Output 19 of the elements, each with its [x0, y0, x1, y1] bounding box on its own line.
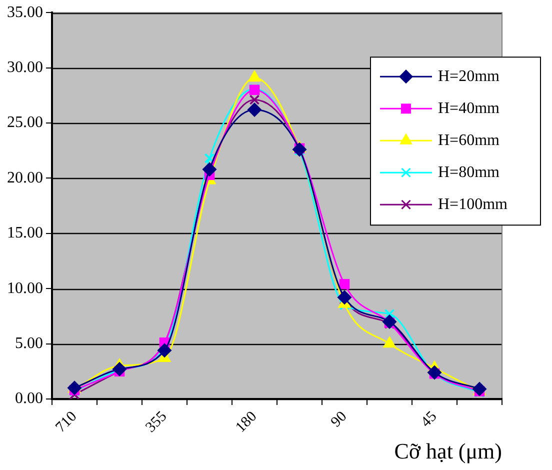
legend-label: H=80mm [438, 164, 500, 181]
y-tick-label: 0.00 [15, 390, 43, 408]
y-tick-label: 20.00 [7, 169, 43, 186]
x-tick-label: 45 [418, 408, 440, 431]
y-tick-label: 15.00 [7, 224, 43, 242]
y-tick-label: 25.00 [7, 114, 43, 132]
legend-label: H=20mm [438, 68, 500, 85]
legend-label: H=40mm [438, 100, 500, 117]
y-tick-label: 5.00 [15, 334, 43, 352]
y-tick-label: 30.00 [7, 59, 43, 76]
y-tick-label: 10.00 [7, 280, 43, 297]
legend-label: H=60mm [438, 132, 500, 149]
legend-label: H=100mm [438, 196, 508, 213]
x-tick-label: 90 [328, 408, 350, 431]
x-tick-label: 355 [142, 408, 170, 436]
x-axis-title: Cỡ hạt (μm) [394, 438, 502, 464]
x-tick-label: 710 [52, 408, 80, 436]
x-tick-label: 180 [232, 408, 260, 436]
y-tick-label: 35.00 [7, 4, 43, 21]
